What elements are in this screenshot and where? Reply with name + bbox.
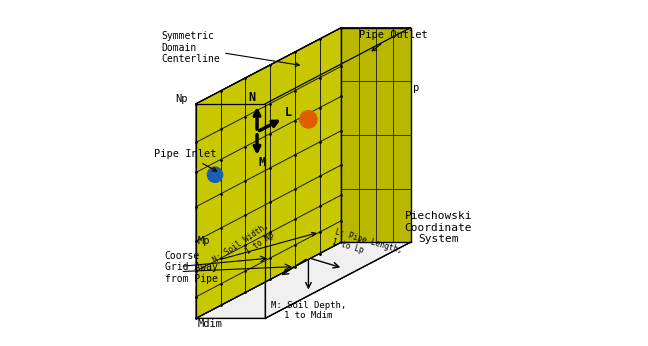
Text: Np: Np	[175, 94, 188, 104]
Text: L: Pipe Length,
1 to Lp: L: Pipe Length, 1 to Lp	[331, 227, 403, 265]
Polygon shape	[265, 28, 410, 318]
Polygon shape	[341, 28, 410, 242]
Text: Mp: Mp	[198, 236, 210, 246]
Polygon shape	[196, 28, 341, 318]
Text: Coorse
Grid Away
from Pipe: Coorse Grid Away from Pipe	[165, 233, 316, 284]
Polygon shape	[196, 28, 410, 104]
Text: N: Soil Width,
1 to Np: N: Soil Width, 1 to Np	[211, 221, 275, 274]
Text: Mdim: Mdim	[198, 319, 223, 329]
Text: Piechowski
Coordinate
System: Piechowski Coordinate System	[404, 211, 472, 244]
Circle shape	[300, 111, 317, 128]
Text: M: Soil Depth,
1 to Mdim: M: Soil Depth, 1 to Mdim	[271, 301, 346, 320]
Text: M: M	[259, 156, 266, 169]
Polygon shape	[196, 242, 410, 318]
Circle shape	[207, 167, 223, 182]
Text: p: p	[413, 83, 419, 93]
Text: L: L	[285, 107, 292, 119]
Text: Pipe Inlet: Pipe Inlet	[154, 149, 217, 171]
Text: Symmetric
Domain
Centerline: Symmetric Domain Centerline	[161, 31, 299, 66]
Text: N: N	[248, 91, 255, 103]
Text: Pipe Outlet: Pipe Outlet	[358, 30, 427, 51]
